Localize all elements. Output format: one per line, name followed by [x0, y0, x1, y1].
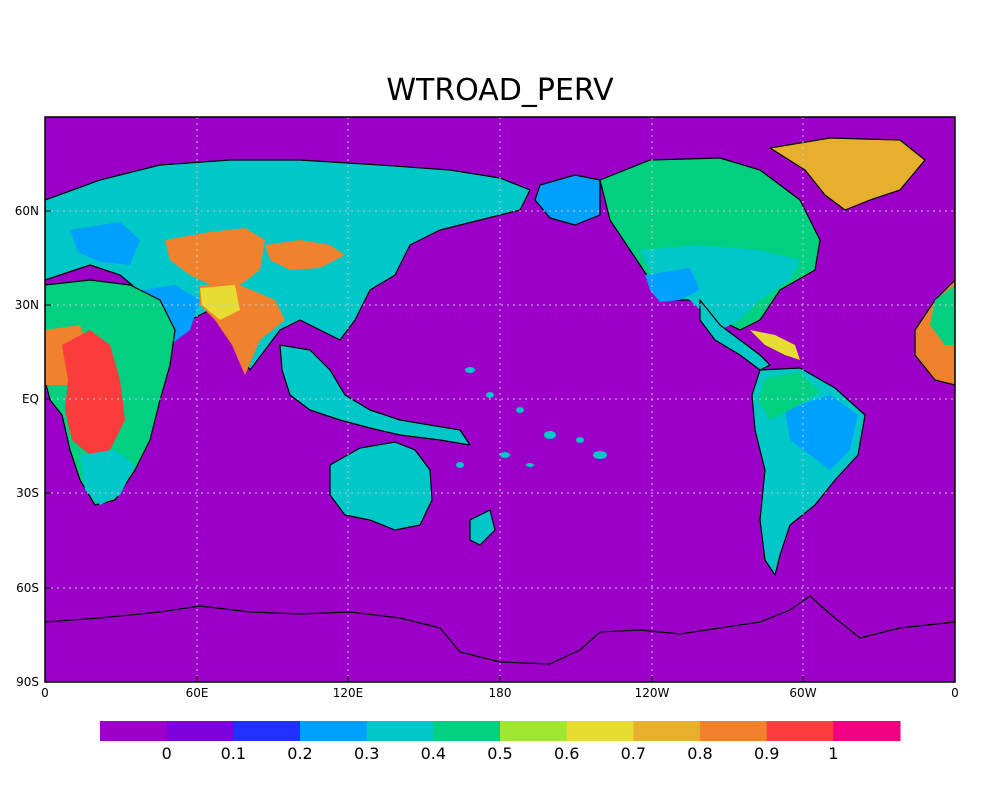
- colorbar-label: 1: [828, 744, 838, 763]
- colorbar-label: 0.1: [221, 744, 246, 763]
- colorbar-label: 0.8: [687, 744, 712, 763]
- colorbar-swatch: [566, 721, 634, 741]
- australia-region: [329, 441, 433, 531]
- colorbar-swatch: [766, 721, 834, 741]
- x-tick-label: 60W: [789, 686, 816, 700]
- colorbar-label: 0.3: [354, 744, 379, 763]
- colorbar-swatch: [633, 721, 701, 741]
- south-america-north-region: [758, 372, 820, 420]
- north-america-east-region: [640, 245, 800, 330]
- x-tick-label: 0: [951, 686, 959, 700]
- colorbar-label: 0.7: [621, 744, 646, 763]
- antarctica-outline: [45, 595, 955, 665]
- mongolia-region: [265, 240, 345, 270]
- map-area: [45, 117, 955, 682]
- western-us-region: [645, 268, 700, 302]
- colorbar-label: 0.6: [554, 744, 579, 763]
- colorbar-labels: 0 0.1 0.2 0.3 0.4 0.5 0.6 0.7 0.8 0.9 1: [162, 744, 839, 763]
- colorbar-swatch: [833, 721, 901, 741]
- caribbean-region: [750, 330, 800, 360]
- pacific-islands: [456, 367, 607, 468]
- central-america-region: [699, 299, 771, 371]
- pakistan-region: [200, 285, 240, 320]
- colorbar-swatch: [433, 721, 501, 741]
- colorbar-swatch: [166, 721, 234, 741]
- y-axis-ticks: 60N 30N EQ 30S 60S 90S: [15, 204, 51, 689]
- colorbar-swatch: [300, 721, 368, 741]
- y-tick-label: 90S: [16, 675, 39, 689]
- x-tick-label: 60E: [186, 686, 209, 700]
- colorbar-label: 0: [162, 744, 172, 763]
- colorbar-label: 0.2: [287, 744, 312, 763]
- y-tick-label: 30S: [16, 486, 39, 500]
- x-axis-ticks: 0 60E 120E 180 120W 60W 0: [41, 676, 959, 700]
- colorbar-label: 0.9: [754, 744, 779, 763]
- graticule: [45, 117, 955, 682]
- colorbar-swatch: [100, 721, 168, 741]
- colorbar-swatch: [233, 721, 301, 741]
- y-tick-label: 30N: [15, 298, 39, 312]
- x-tick-label: 180: [489, 686, 512, 700]
- x-tick-label: 120W: [635, 686, 670, 700]
- x-tick-label: 0: [41, 686, 49, 700]
- colorbar-swatch: [500, 721, 568, 741]
- amazon-region: [785, 395, 858, 470]
- y-tick-label: 60S: [16, 581, 39, 595]
- colorbar-swatch: [700, 721, 768, 741]
- west-africa-edge-north-region: [930, 285, 955, 345]
- colorbar-swatch: [366, 721, 434, 741]
- y-tick-label: EQ: [22, 392, 39, 406]
- map-title: WTROAD_PERV: [386, 73, 614, 108]
- europe-region: [70, 222, 140, 265]
- central-asia-region: [165, 228, 265, 285]
- central-africa-region: [62, 330, 125, 455]
- southern-africa-region: [80, 450, 135, 505]
- colorbar-label: 0.5: [487, 744, 512, 763]
- greenland-region: [769, 137, 926, 211]
- colorbar: [100, 721, 901, 741]
- alaska-region: [534, 174, 601, 226]
- southeast-asia-region: [279, 344, 471, 446]
- y-tick-label: 60N: [15, 204, 39, 218]
- colorbar-label: 0.4: [421, 744, 446, 763]
- new-zealand-region: [469, 509, 496, 546]
- x-tick-label: 120E: [333, 686, 364, 700]
